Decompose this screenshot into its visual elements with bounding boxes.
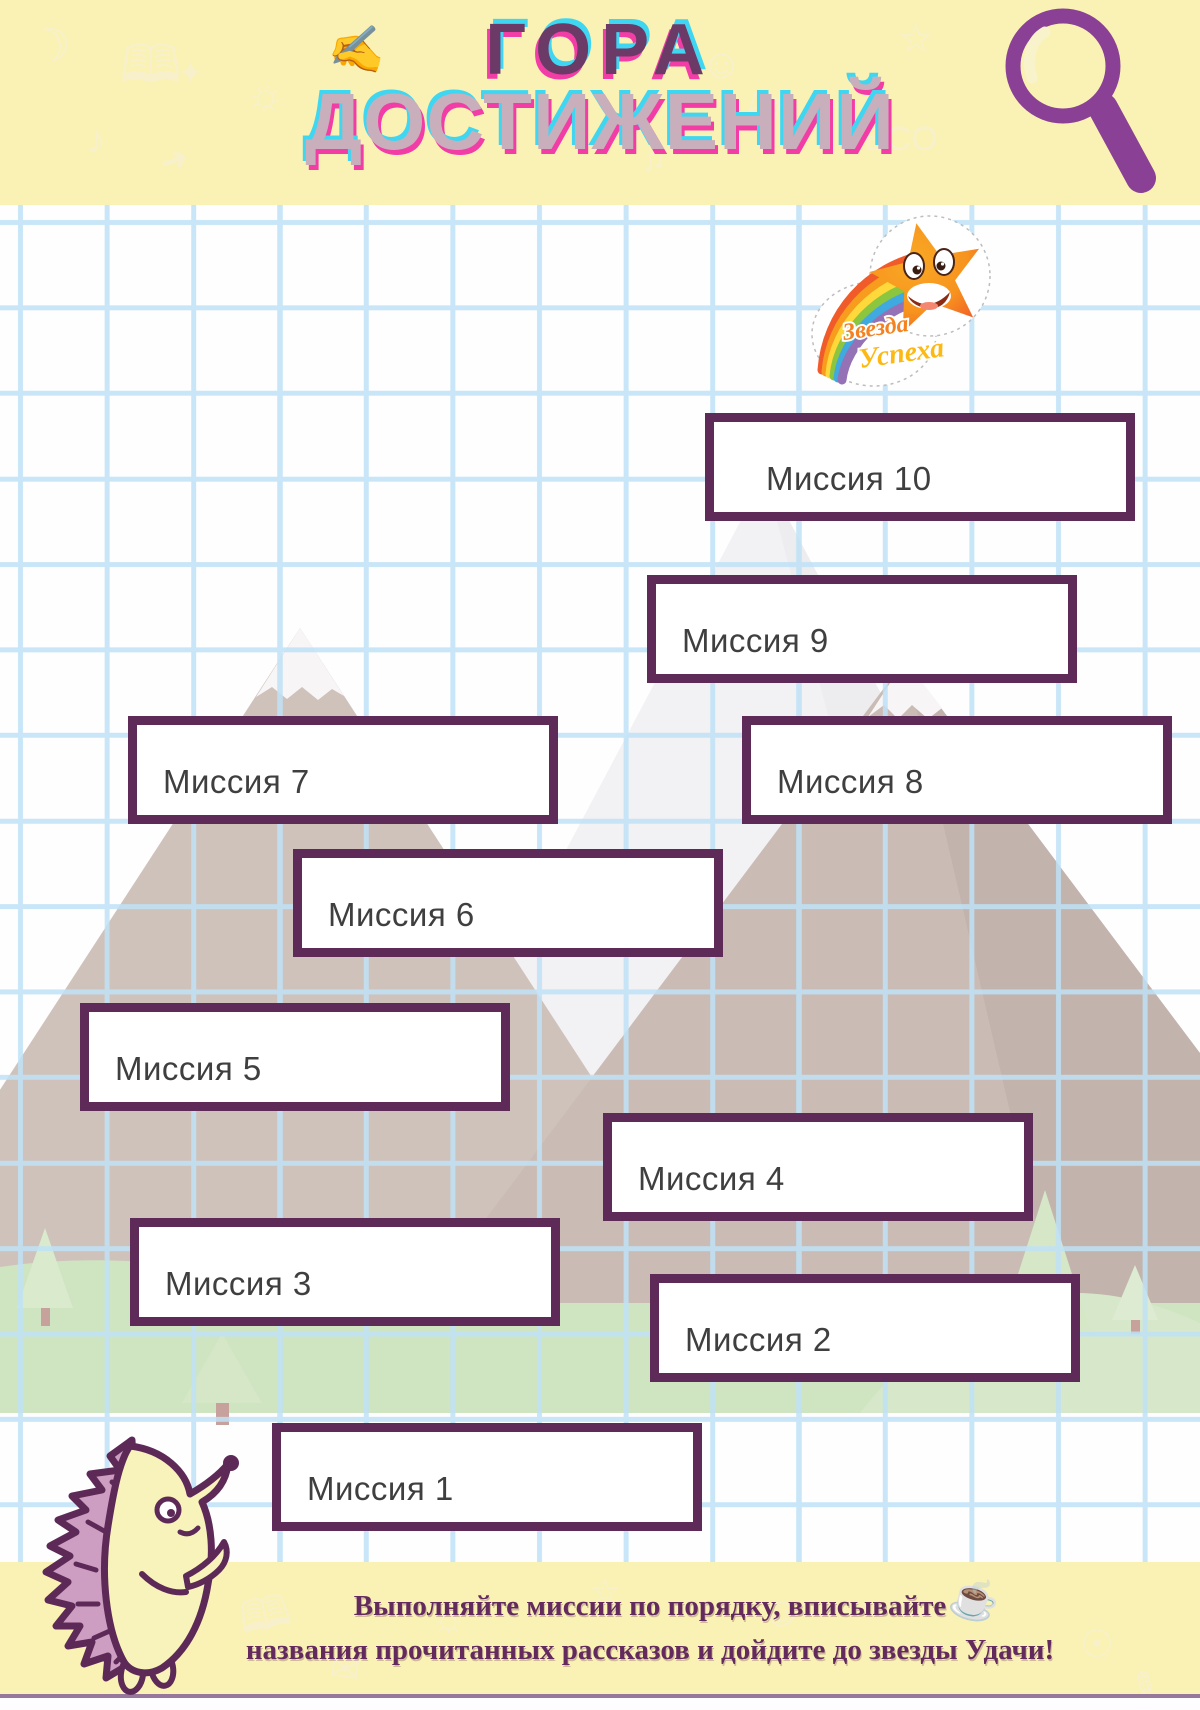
footer-line-2: названия прочитанных рассказов и дойдите…	[245, 1634, 1055, 1666]
mission-label: Миссия 9	[682, 622, 829, 659]
hedgehog-eye	[154, 1496, 182, 1524]
mission-box-6[interactable]: Миссия 6	[293, 849, 723, 957]
hedgehog-nose	[223, 1455, 239, 1471]
poster-title: ГОРА ДОСТИЖЕНИЙ	[0, 0, 1200, 162]
mission-label: Миссия 2	[685, 1321, 832, 1358]
footer-instructions: Выполняйте миссии по порядку, вписывайте…	[130, 1584, 1170, 1672]
mission-box-3[interactable]: Миссия 3	[130, 1218, 560, 1326]
title-line-2: ДОСТИЖЕНИЙ	[305, 77, 895, 166]
mission-label: Миссия 6	[328, 896, 475, 933]
mission-label: Миссия 10	[766, 460, 932, 497]
mission-label: Миссия 4	[638, 1160, 785, 1197]
footer-line-1: Выполняйте миссии по порядку, вписывайте	[353, 1590, 947, 1622]
mission-box-9[interactable]: Миссия 9	[647, 575, 1077, 683]
mission-box-7[interactable]: Миссия 7	[128, 716, 558, 824]
hedgehog-illustration	[42, 1436, 239, 1695]
bottom-edge-strip	[0, 1694, 1200, 1698]
mission-box-8[interactable]: Миссия 8	[742, 716, 1172, 824]
title-line-1: ГОРА	[485, 10, 715, 90]
mission-box-10[interactable]: Миссия 10	[705, 413, 1135, 521]
mission-label: Миссия 1	[307, 1470, 454, 1507]
success-star-sticker: Звезда Успеха	[811, 215, 991, 387]
mission-box-4[interactable]: Миссия 4	[603, 1113, 1033, 1221]
mission-box-5[interactable]: Миссия 5	[80, 1003, 510, 1111]
mission-label: Миссия 7	[163, 763, 310, 800]
magnifier-icon	[1005, 8, 1156, 193]
mission-label: Миссия 3	[165, 1265, 312, 1302]
mission-label: Миссия 8	[777, 763, 924, 800]
mission-label: Миссия 5	[115, 1050, 262, 1087]
mission-box-2[interactable]: Миссия 2	[650, 1274, 1080, 1382]
mission-box-1[interactable]: Миссия 1	[272, 1423, 702, 1531]
